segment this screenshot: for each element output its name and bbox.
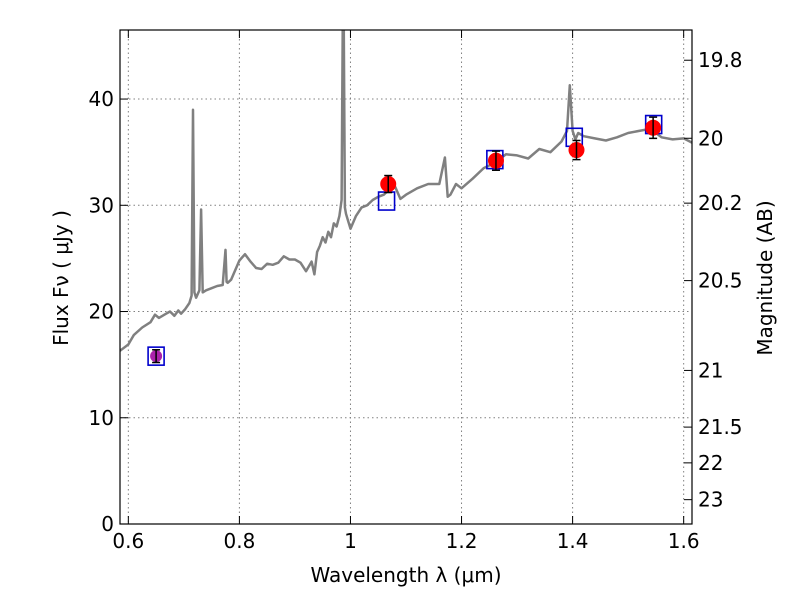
y2-tick-label: 22 (698, 451, 723, 475)
x-tick-label: 0.8 (223, 529, 255, 553)
y2-tick-label: 23 (698, 488, 723, 512)
spectrum-series (120, 30, 692, 352)
y-tick-label: 20 (89, 300, 114, 324)
photometry-series (150, 116, 662, 364)
y-tick-label: 0 (101, 512, 114, 536)
plot-frame (119, 29, 693, 525)
y2-tick-label: 21.5 (698, 415, 743, 439)
x-tick-label: 1.6 (668, 529, 700, 553)
y-axis-label: Flux Fν ( μJy ) (49, 210, 73, 346)
y-tick-label: 30 (89, 193, 114, 217)
tick-labels: 0.6 0.8 1 1.2 1.4 1.6 0 10 20 30 40 19.8 20 20.2 20.5 2… (89, 48, 743, 553)
spectrum-line (120, 30, 692, 352)
axis-ticks (120, 30, 692, 525)
model-box-marker (147, 346, 165, 366)
y2-tick-label: 20.2 (698, 191, 743, 215)
y-tick-label: 40 (89, 87, 114, 111)
x-tick-label: 1.2 (446, 529, 478, 553)
y2-tick-label: 20.5 (698, 269, 743, 293)
y2-tick-label: 21 (698, 358, 723, 382)
y2-tick-label: 19.8 (698, 48, 743, 72)
x-tick-label: 1.4 (557, 529, 589, 553)
x-tick-label: 1 (344, 529, 357, 553)
grid (120, 30, 692, 525)
y2-axis-label: Magnitude (AB) (753, 200, 777, 355)
y-tick-label: 10 (89, 406, 114, 430)
x-tick-label: 0.6 (112, 529, 144, 553)
x-axis-label: Wavelength λ (μm) (310, 563, 501, 587)
model-box-series (147, 114, 663, 366)
y2-tick-label: 20 (698, 126, 723, 150)
